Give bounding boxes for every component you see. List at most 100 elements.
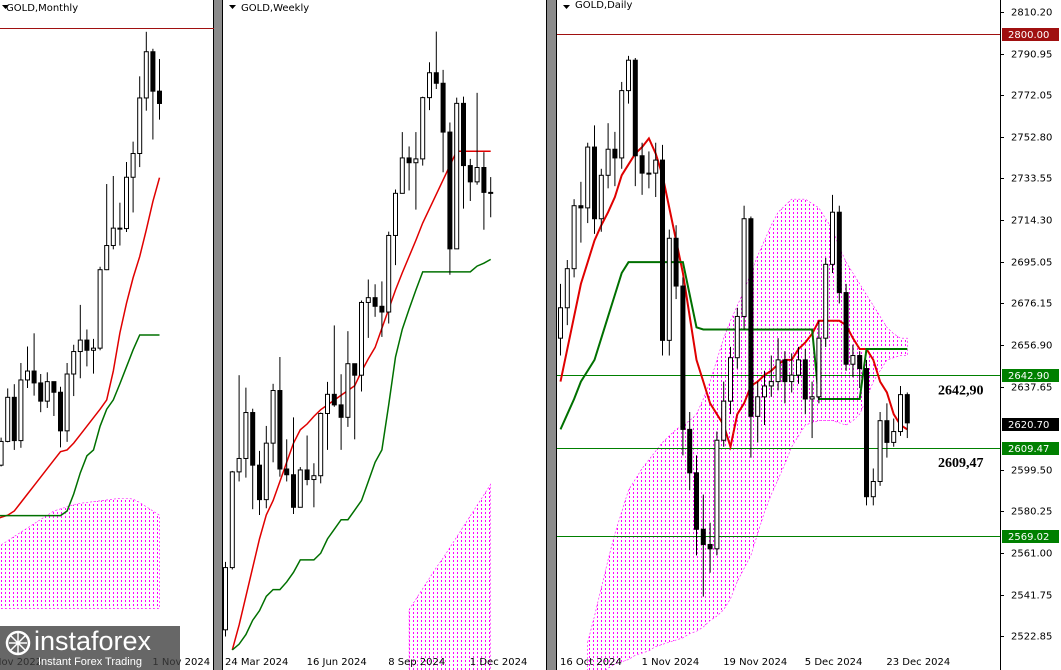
price-tag [1002, 530, 1059, 543]
price-tag [1002, 28, 1059, 41]
candle-body-bear [284, 468, 290, 476]
candle-body-bear [250, 412, 256, 466]
candle-body-bear [58, 391, 63, 432]
candle-body-bear [857, 355, 863, 370]
candle-body-bull [137, 97, 143, 155]
indicator-line [231, 258, 492, 651]
y-tick-label: 2676.15 [1011, 299, 1052, 310]
candle-body-bull [653, 159, 659, 174]
y-tick-label: 2599.50 [1011, 466, 1052, 477]
candle-body-bear [372, 297, 378, 307]
watermark-box [0, 626, 180, 670]
candle-body-bull [345, 363, 351, 418]
candle-body-bull [297, 469, 303, 508]
candle-body-bear [700, 528, 706, 545]
candle-body-bear [592, 146, 597, 220]
candle-body-bear [904, 394, 910, 424]
price-tag-label: 2642.90 [1008, 371, 1049, 382]
axis-labels: 2522.85 2541.75 2561.00 2580.25 2599.50 2637.… [0, 8, 1059, 668]
candle-body-bull [0, 440, 4, 466]
candle-body-bear [433, 72, 439, 84]
monthly-panel [0, 28, 214, 609]
candle-body-bull [762, 385, 767, 398]
candle-body-bull [25, 370, 30, 381]
candle-body-bull [399, 157, 405, 194]
candle-body-bull [564, 268, 570, 309]
title-arrow [563, 5, 570, 9]
current-price-tag [1002, 418, 1059, 431]
candle-body-bull [97, 269, 103, 349]
candle-body-bull [809, 396, 815, 400]
current-price-label: 2620.70 [1008, 420, 1049, 431]
logo-icon [9, 632, 27, 654]
candle-body-bull [558, 307, 563, 339]
candle-body-bull [598, 174, 604, 220]
x-tick-label: 16 Jun 2024 [307, 657, 367, 668]
candle-body-bull [755, 396, 761, 417]
candle-body-bull [626, 59, 631, 92]
weekly-panel [223, 31, 494, 670]
candle-body-bear [748, 218, 754, 417]
candle-body-bear [304, 469, 310, 481]
candle-body-bear [440, 82, 446, 133]
x-tick-label: 16 Oct 2024 [560, 657, 622, 668]
candle-body-bull [898, 394, 903, 433]
x-tick-label: 24 Mar 2024 [225, 657, 288, 668]
y-tick-label: 2790.95 [1011, 50, 1052, 61]
candle-body-bear [84, 339, 90, 351]
candle-body-bull [891, 431, 897, 443]
candle-body-bull [386, 234, 392, 313]
x-tick-label: 5 Dec 2024 [805, 657, 863, 668]
candle-body-bull [91, 347, 96, 351]
ichimoku-cloud [0, 497, 160, 609]
candle-body-bull [130, 153, 136, 178]
candle-body-bear [257, 464, 262, 501]
candle-body-bear [277, 390, 283, 470]
candle-body-bull [796, 359, 801, 376]
candle-body-bull [236, 457, 242, 473]
daily-panel [557, 34, 1000, 670]
candle-body-bull [413, 158, 419, 164]
panel-title: GOLD,Weekly [241, 3, 309, 14]
candle-body-bull [143, 51, 149, 99]
y-tick-label: 2522.85 [1011, 632, 1052, 643]
x-tick-label: 23 Dec 2024 [886, 657, 950, 668]
candle-body-bull [775, 359, 781, 383]
candle-body-bull [427, 72, 432, 99]
candle-body-bear [467, 165, 473, 183]
candle-body-bear [680, 285, 686, 430]
candle-body-bull [823, 263, 829, 339]
candle-body-bear [884, 420, 890, 443]
x-tick-label: 8 Sep 2024 [388, 657, 445, 668]
candle-body-bear [117, 227, 123, 230]
candle-body-bear [51, 381, 57, 393]
candle-body-bull [646, 172, 652, 175]
candle-body-bear [694, 472, 699, 530]
candle-body-bull [318, 412, 324, 477]
candle-body-bull [365, 297, 371, 303]
price-tag-label: 2800.00 [1008, 30, 1049, 41]
x-tick-label: 1 Nov 2024 [152, 657, 210, 668]
candle-body-bear [338, 404, 344, 418]
candle-body-bear [406, 157, 412, 164]
candle-body-bear [660, 159, 665, 341]
candle-body-bull [768, 381, 774, 387]
watermark-tagline: Instant Forex Trading [38, 656, 142, 668]
candle-body-bull [229, 471, 235, 569]
y-tick-label: 2810.20 [1011, 8, 1052, 19]
price-tag-label: 2609.47 [1008, 444, 1049, 455]
candle-body-bull [789, 374, 795, 383]
candle-body-bear [843, 292, 849, 365]
x-tick-label: 1 Nov 2024 [642, 657, 700, 668]
panel-title: GOLD,Monthly [6, 3, 78, 14]
candle-body-bull [18, 379, 24, 442]
candle-body-bull [714, 439, 720, 550]
candle-body-bear [352, 363, 358, 376]
title-arrow [2, 5, 9, 9]
candle-body-bear [707, 543, 713, 550]
indicator-line [559, 261, 908, 430]
candle-body-bull [104, 245, 110, 271]
panel-separator [214, 0, 222, 670]
price-tag [1002, 369, 1059, 382]
x-tick-label: 1 Dec 2024 [470, 657, 528, 668]
